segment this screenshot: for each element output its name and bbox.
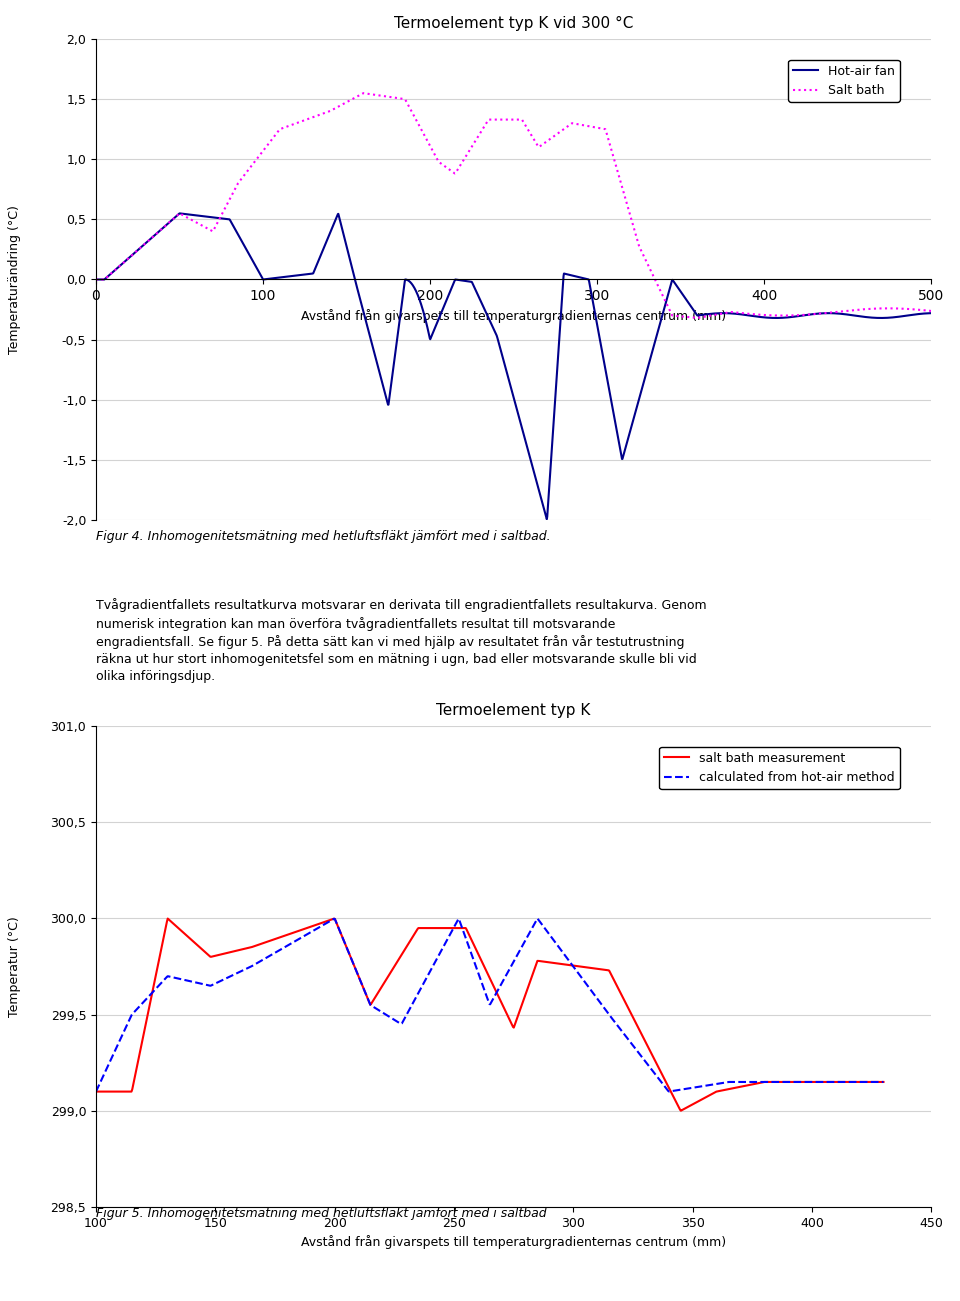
salt bath measurement (877, 1075, 889, 1090)
calculated from hot-air method (705, 1077, 716, 1093)
Salt bath (902, 301, 914, 316)
calculated from hot-air method (90, 1084, 102, 1099)
Text: Figur 4. Inhomogenitetsmätning med hetluftsfläkt jämfört med i saltbad.: Figur 4. Inhomogenitetsmätning med hetlu… (96, 531, 551, 544)
Text: Figur 5. Inhomogenitetsmätning med hetluftsfläkt jämfört med i saltbad: Figur 5. Inhomogenitetsmätning med hetlu… (96, 1207, 546, 1220)
calculated from hot-air method (719, 1075, 731, 1090)
salt bath measurement (675, 1103, 686, 1119)
Hot-air fan (90, 272, 102, 288)
Title: Termoelement typ K: Termoelement typ K (437, 703, 590, 718)
Legend: salt bath measurement, calculated from hot-air method: salt bath measurement, calculated from h… (660, 747, 900, 788)
Salt bath (474, 125, 486, 141)
Hot-air fan (496, 349, 508, 364)
Hot-air fan (474, 293, 486, 308)
Title: Termoelement typ K vid 300 °C: Termoelement typ K vid 300 °C (394, 16, 634, 31)
Y-axis label: Temperaturändring (°C): Temperaturändring (°C) (8, 206, 21, 354)
Hot-air fan (749, 308, 760, 324)
Salt bath (358, 86, 370, 101)
Salt bath (749, 307, 760, 323)
Hot-air fan (541, 511, 553, 527)
salt bath measurement (632, 1019, 643, 1034)
Salt bath (925, 303, 937, 319)
Y-axis label: Temperatur (°C): Temperatur (°C) (8, 916, 21, 1017)
calculated from hot-air method (532, 911, 543, 926)
calculated from hot-air method (877, 1075, 889, 1090)
calculated from hot-air method (409, 993, 420, 1008)
Salt bath (496, 112, 508, 127)
Line: Salt bath: Salt bath (96, 94, 931, 317)
Hot-air fan (174, 206, 185, 221)
Text: Tvågradientfallets resultatkurva motsvarar en derivata till engradientfallets re: Tvågradientfallets resultatkurva motsvar… (96, 598, 707, 683)
Line: salt bath measurement: salt bath measurement (96, 919, 883, 1111)
Salt bath (901, 301, 913, 316)
calculated from hot-air method (632, 1043, 643, 1059)
salt bath measurement (720, 1082, 732, 1098)
salt bath measurement (706, 1086, 717, 1102)
Hot-air fan (132, 242, 144, 258)
salt bath measurement (162, 911, 174, 926)
salt bath measurement (410, 925, 421, 941)
Line: Hot-air fan: Hot-air fan (96, 213, 931, 519)
Salt bath (90, 272, 102, 288)
salt bath measurement (172, 920, 183, 935)
calculated from hot-air method (437, 941, 448, 956)
Line: calculated from hot-air method: calculated from hot-air method (96, 919, 883, 1092)
Salt bath (132, 242, 144, 258)
X-axis label: Avstånd från givarspets till temperaturgradienternas centrum (mm): Avstånd från givarspets till temperaturg… (301, 1235, 726, 1249)
Salt bath (691, 310, 703, 325)
Legend: Hot-air fan, Salt bath: Hot-air fan, Salt bath (788, 60, 900, 101)
salt bath measurement (438, 920, 449, 935)
Hot-air fan (902, 307, 914, 323)
Hot-air fan (901, 308, 913, 324)
X-axis label: Avstånd från givarspets till temperaturgradienternas centrum (mm): Avstånd från givarspets till temperaturg… (301, 308, 726, 323)
Hot-air fan (925, 306, 937, 321)
calculated from hot-air method (171, 971, 182, 986)
salt bath measurement (90, 1084, 102, 1099)
